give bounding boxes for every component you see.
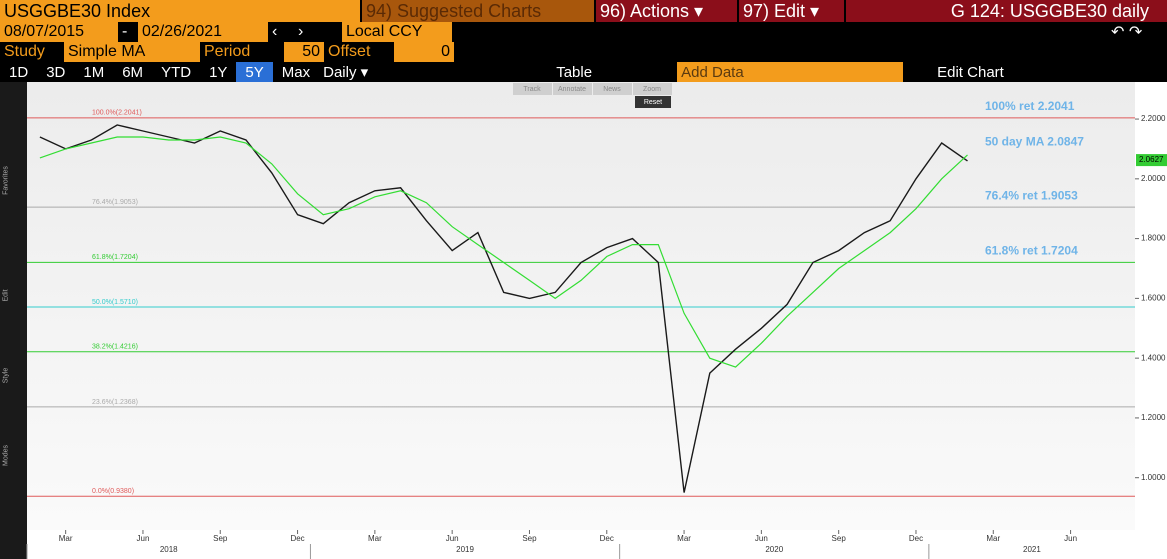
period[interactable]: 50 — [284, 42, 324, 62]
retracement-label: 76.4%(1.9053) — [92, 199, 138, 206]
range-button[interactable]: 6M — [122, 63, 144, 81]
annotation: 50 day MA 2.0847 — [985, 135, 1084, 149]
suggested-charts[interactable]: 94) Suggested Charts — [362, 0, 594, 22]
retracement-label: 61.8%(1.7204) — [92, 254, 138, 261]
moving-average-line — [39, 136, 968, 368]
last-price-label: 2.0627 — [1139, 155, 1164, 164]
end-date[interactable]: 02/26/2021 — [138, 22, 268, 42]
prev-button[interactable]: ‹ — [272, 23, 278, 40]
sidebar-group: Favorites — [2, 166, 10, 195]
y-tick-label: 1.8000 — [1141, 234, 1166, 243]
range-bar: 1D 3D 1M 6M YTD 1Y 5Y Max Daily ▾ Table Add Dat… — [0, 62, 1167, 82]
undo-redo[interactable]: ↶ ↷ — [1111, 24, 1143, 41]
x-tick-label: Jun — [755, 534, 768, 543]
year-label: 2021 — [1023, 545, 1041, 554]
date-bar: 08/07/2015 - 02/26/2021 ‹ › Local CCY ↶ … — [0, 22, 1167, 42]
date-separator: - — [122, 23, 128, 40]
tool-label: News — [603, 86, 621, 93]
actions-menu[interactable]: 96) Actions ▾ — [596, 0, 737, 22]
x-tick-label: Mar — [59, 534, 73, 543]
x-tick-label: Jun — [137, 534, 150, 543]
currency[interactable]: Local CCY — [342, 22, 452, 42]
retracement-label: 50.0%(1.5710) — [92, 299, 138, 306]
range-button[interactable]: 1D — [9, 63, 29, 81]
annotation: 76.4% ret 1.9053 — [985, 188, 1078, 202]
range-button[interactable]: 1Y — [209, 63, 228, 81]
x-tick-label: Mar — [368, 534, 382, 543]
retracement-label: 23.6%(1.2368) — [92, 399, 138, 406]
tool-label: Zoom — [643, 86, 661, 93]
x-tick-label: Sep — [213, 534, 228, 543]
add-data[interactable]: Add Data — [677, 62, 904, 82]
sidebar-group: Style — [2, 367, 10, 384]
year-label: 2019 — [456, 545, 474, 554]
y-tick-label: 1.0000 — [1141, 473, 1166, 482]
tool-button — [593, 83, 632, 95]
frequency[interactable]: Daily ▾ — [323, 64, 369, 81]
retracement-label: 100.0%(2.2041) — [92, 110, 142, 117]
next-button[interactable]: › — [298, 23, 304, 40]
tool-button — [633, 83, 672, 95]
tool-label: Track — [523, 86, 541, 93]
range-button[interactable]: Max — [281, 63, 311, 81]
x-tick-label: Dec — [600, 534, 614, 543]
tool-button — [513, 83, 552, 95]
y-axis-area — [1135, 82, 1167, 530]
x-tick-label: Mar — [677, 534, 691, 543]
range-button[interactable]: YTD — [161, 63, 192, 81]
sidebar: Favorites Edit Style Modes — [0, 82, 27, 559]
year-label: 2018 — [160, 545, 178, 554]
offset-label: Offset — [328, 43, 371, 60]
x-tick-label: Sep — [832, 534, 847, 543]
range-button[interactable]: 5Y — [236, 62, 273, 82]
reset-button — [635, 96, 671, 108]
reset-label: Reset — [644, 99, 662, 106]
x-tick-label: Jun — [446, 534, 459, 543]
year-label: 2020 — [765, 545, 783, 554]
retracement-label: 0.0%(0.9380) — [92, 488, 134, 495]
annotation: 100% ret 2.2041 — [985, 99, 1075, 113]
title-bar: USGGBE30 Index 94) Suggested Charts 96) … — [0, 0, 1167, 22]
page-title: G 124: USGGBE30 daily — [846, 0, 1167, 22]
range-button[interactable]: 1M — [83, 63, 105, 81]
tool-button — [553, 83, 592, 95]
study-label: Study — [4, 43, 45, 60]
annotation: 61.8% ret 1.7204 — [985, 244, 1078, 258]
y-tick-label: 2.2000 — [1141, 114, 1166, 123]
start-date[interactable]: 08/07/2015 — [0, 22, 118, 42]
offset[interactable]: 0 — [394, 42, 454, 62]
y-tick-label: 1.2000 — [1141, 413, 1166, 422]
x-tick-label: Dec — [909, 534, 923, 543]
sidebar-group: Modes — [2, 445, 10, 467]
edit-menu[interactable]: 97) Edit ▾ — [739, 0, 844, 22]
x-axis-area — [27, 530, 1167, 559]
x-tick-label: Dec — [290, 534, 304, 543]
range-buttons: 1D 3D 1M 6M YTD 1Y 5Y Max — [0, 62, 319, 82]
sidebar-group: Edit — [2, 289, 10, 302]
edit-chart[interactable]: Edit Chart — [937, 63, 1004, 81]
range-button[interactable]: 3D — [46, 63, 66, 81]
retracement-label: 38.2%(1.4216) — [92, 344, 138, 351]
y-tick-label: 2.0000 — [1141, 174, 1166, 183]
plot-area — [27, 82, 1135, 530]
x-tick-label: Mar — [986, 534, 1000, 543]
last-price-tag — [1136, 154, 1167, 167]
ticker[interactable]: USGGBE30 Index — [0, 0, 360, 22]
table-button[interactable]: Table — [556, 63, 593, 81]
x-tick-label: Jun — [1064, 534, 1077, 543]
period-label: Period — [204, 43, 251, 60]
y-tick-label: 1.4000 — [1141, 353, 1166, 362]
study-bar: Study Simple MA Period 50 Offset 0 — [0, 42, 1167, 62]
price-line — [39, 124, 968, 493]
tool-label: Annotate — [558, 86, 586, 93]
x-tick-label: Sep — [522, 534, 537, 543]
study[interactable]: Simple MA — [64, 42, 200, 62]
y-tick-label: 1.6000 — [1141, 293, 1166, 302]
